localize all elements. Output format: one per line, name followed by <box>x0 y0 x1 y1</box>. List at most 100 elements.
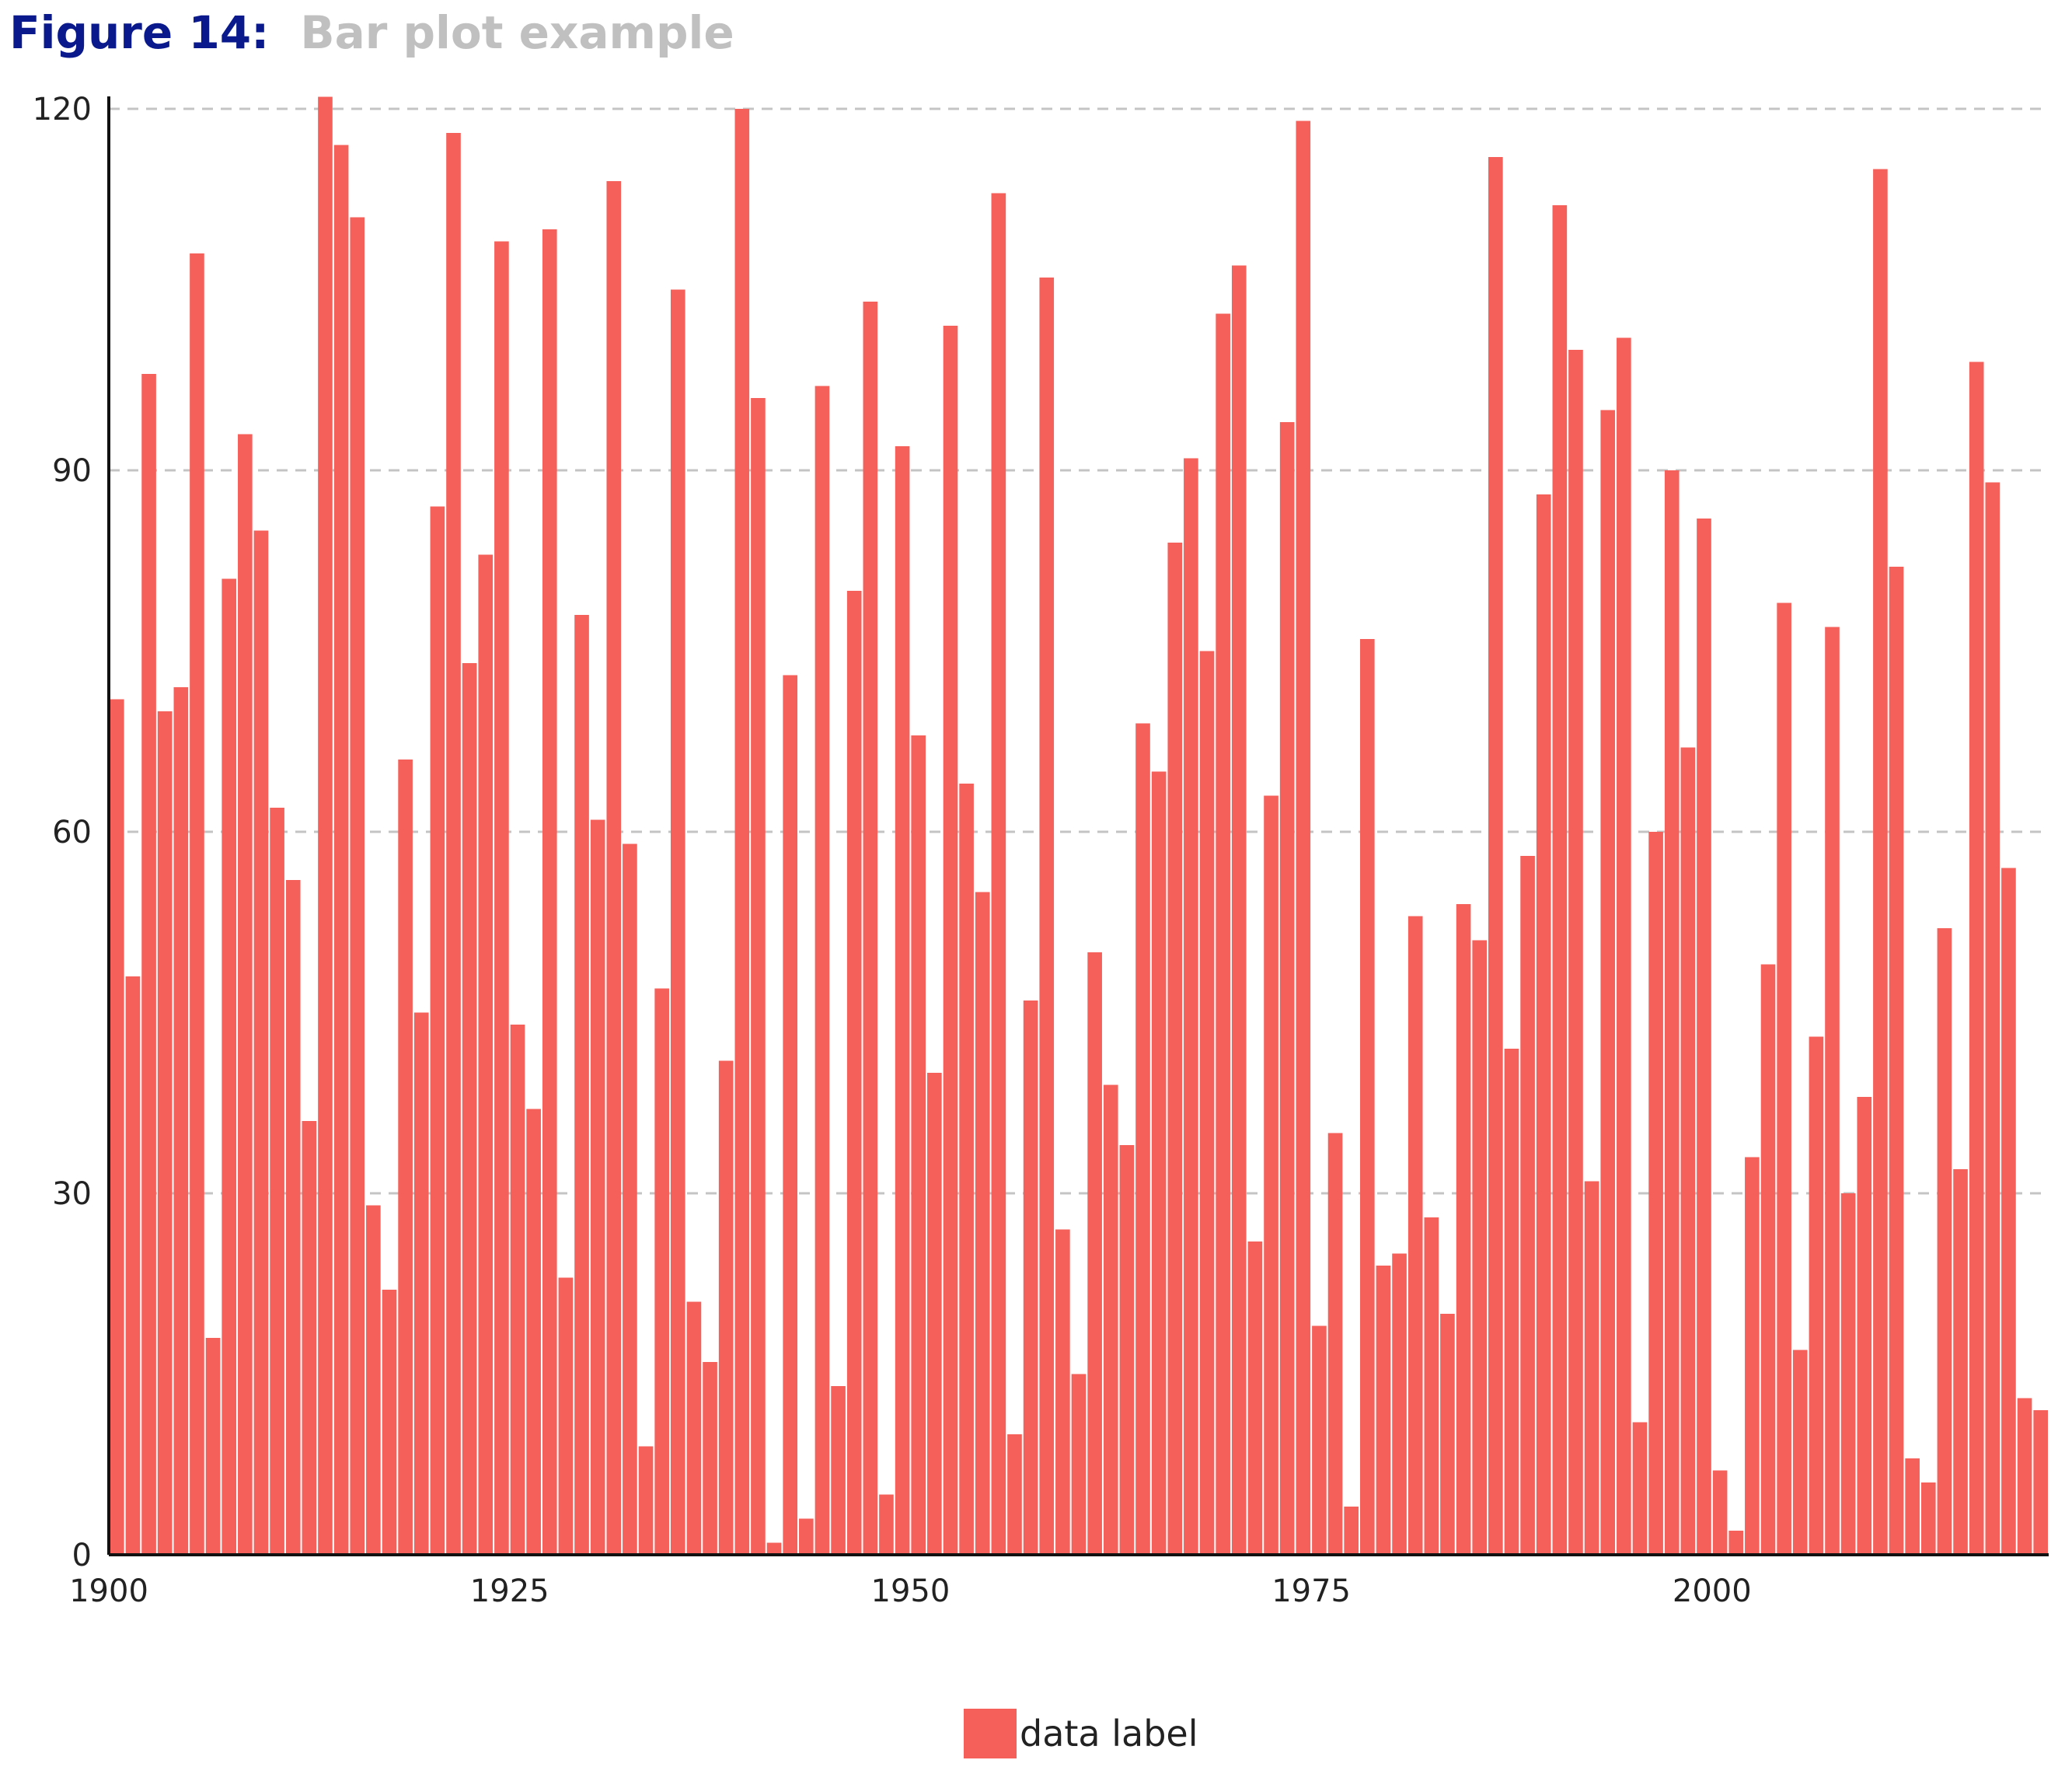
bar-1912 <box>302 1121 317 1555</box>
bar-1993 <box>1600 410 1616 1555</box>
bar-2006 <box>1809 1036 1824 1555</box>
bar-1999 <box>1697 519 1711 1555</box>
bar-2007 <box>1825 627 1840 1555</box>
bar-1946 <box>846 591 862 1555</box>
bar-1914 <box>333 145 349 1555</box>
bar-1953 <box>959 784 974 1555</box>
bar-1986 <box>1488 157 1503 1555</box>
bar-1998 <box>1680 747 1696 1555</box>
bar-1962 <box>1103 1084 1118 1555</box>
bar-1930 <box>590 819 605 1555</box>
bar-1919 <box>413 1012 429 1555</box>
bar-1910 <box>270 808 284 1555</box>
bars <box>110 96 2048 1555</box>
bar-1925 <box>510 1025 525 1555</box>
bar-1965 <box>1151 771 1167 1555</box>
bar-1938 <box>718 1060 734 1555</box>
bar-1974 <box>1296 120 1311 1555</box>
bar-1950 <box>911 735 926 1555</box>
bar-1984 <box>1456 904 1471 1555</box>
bar-1963 <box>1119 1145 1135 1555</box>
bar-1947 <box>863 302 878 1555</box>
bar-1959 <box>1055 1229 1070 1555</box>
bar-1934 <box>654 988 669 1555</box>
bar-1982 <box>1424 1217 1439 1555</box>
bar-2008 <box>1840 1193 1856 1555</box>
x-tick-label-1925: 1925 <box>470 1573 549 1609</box>
bar-2005 <box>1792 1350 1808 1555</box>
bar-1975 <box>1312 1325 1327 1555</box>
bar-1915 <box>350 217 365 1555</box>
x-tick-labels: 1900 1925 1950 1975 2000 <box>69 1573 1752 1609</box>
bar-2003 <box>1760 964 1776 1555</box>
bar-1981 <box>1407 916 1423 1555</box>
bar-1907 <box>222 578 237 1555</box>
bar-1977 <box>1344 1507 1359 1555</box>
y-tick-label-90: 90 <box>52 453 92 489</box>
bar-1918 <box>398 760 413 1555</box>
bar-1940 <box>751 398 766 1555</box>
bar-1903 <box>157 711 173 1555</box>
bar-1997 <box>1664 470 1680 1555</box>
bar-1928 <box>558 1277 574 1555</box>
bar-1969 <box>1216 313 1230 1555</box>
bar-2018 <box>2001 868 2016 1555</box>
bar-1901 <box>125 976 141 1555</box>
axes <box>107 96 2049 1556</box>
legend-label: data label <box>1020 1713 1198 1755</box>
bar-1994 <box>1617 337 1631 1555</box>
bar-1955 <box>991 193 1006 1555</box>
bar-1942 <box>783 675 798 1555</box>
bar-1905 <box>190 253 204 1555</box>
bar-1989 <box>1536 494 1551 1555</box>
bar-1983 <box>1440 1314 1455 1555</box>
bar-1922 <box>462 663 477 1555</box>
bar-1968 <box>1199 651 1215 1555</box>
bar-2011 <box>1889 567 1904 1555</box>
bar-1926 <box>526 1109 541 1555</box>
x-tick-label-1975: 1975 <box>1271 1573 1351 1609</box>
bar-1996 <box>1648 832 1663 1555</box>
bar-1973 <box>1279 422 1295 1555</box>
bar-2020 <box>2033 1410 2048 1555</box>
bar-1972 <box>1264 795 1278 1555</box>
bar-1960 <box>1071 1374 1087 1555</box>
bar-1995 <box>1632 1422 1648 1555</box>
y-tick-label-120: 120 <box>33 92 92 127</box>
bar-1904 <box>173 687 189 1555</box>
bar-1961 <box>1087 952 1102 1555</box>
bar-1985 <box>1472 940 1488 1555</box>
y-tick-labels: 0 30 60 90 120 <box>33 92 92 1573</box>
x-tick-label-1950: 1950 <box>871 1573 951 1609</box>
bar-1956 <box>1007 1434 1022 1555</box>
bar-1935 <box>670 289 685 1555</box>
bar-1923 <box>478 554 494 1555</box>
bar-2001 <box>1728 1531 1744 1555</box>
bar-1971 <box>1247 1241 1263 1555</box>
bar-1939 <box>734 109 750 1555</box>
bar-1970 <box>1231 265 1247 1555</box>
figure-title: Bar plot example <box>300 6 734 59</box>
bar-1944 <box>814 386 830 1555</box>
bar-2017 <box>1985 482 2000 1555</box>
bar-1957 <box>1023 1001 1038 1555</box>
bar-1909 <box>253 530 269 1555</box>
bar-1924 <box>494 241 509 1555</box>
bar-1913 <box>318 96 333 1555</box>
bar-1966 <box>1167 543 1183 1555</box>
bar-1954 <box>975 892 990 1555</box>
bar-1952 <box>943 326 958 1555</box>
y-tick-label-60: 60 <box>52 815 92 850</box>
bar-1976 <box>1327 1133 1343 1555</box>
bar-1933 <box>638 1446 654 1555</box>
bar-1941 <box>766 1542 782 1555</box>
bar-1964 <box>1135 723 1150 1555</box>
bar-1902 <box>141 374 156 1555</box>
bar-1906 <box>205 1338 221 1555</box>
bar-2016 <box>1969 361 1984 1555</box>
bar-2014 <box>1937 928 1952 1555</box>
bar-1916 <box>366 1205 381 1555</box>
bar-1927 <box>542 229 557 1555</box>
bar-1978 <box>1359 639 1375 1555</box>
